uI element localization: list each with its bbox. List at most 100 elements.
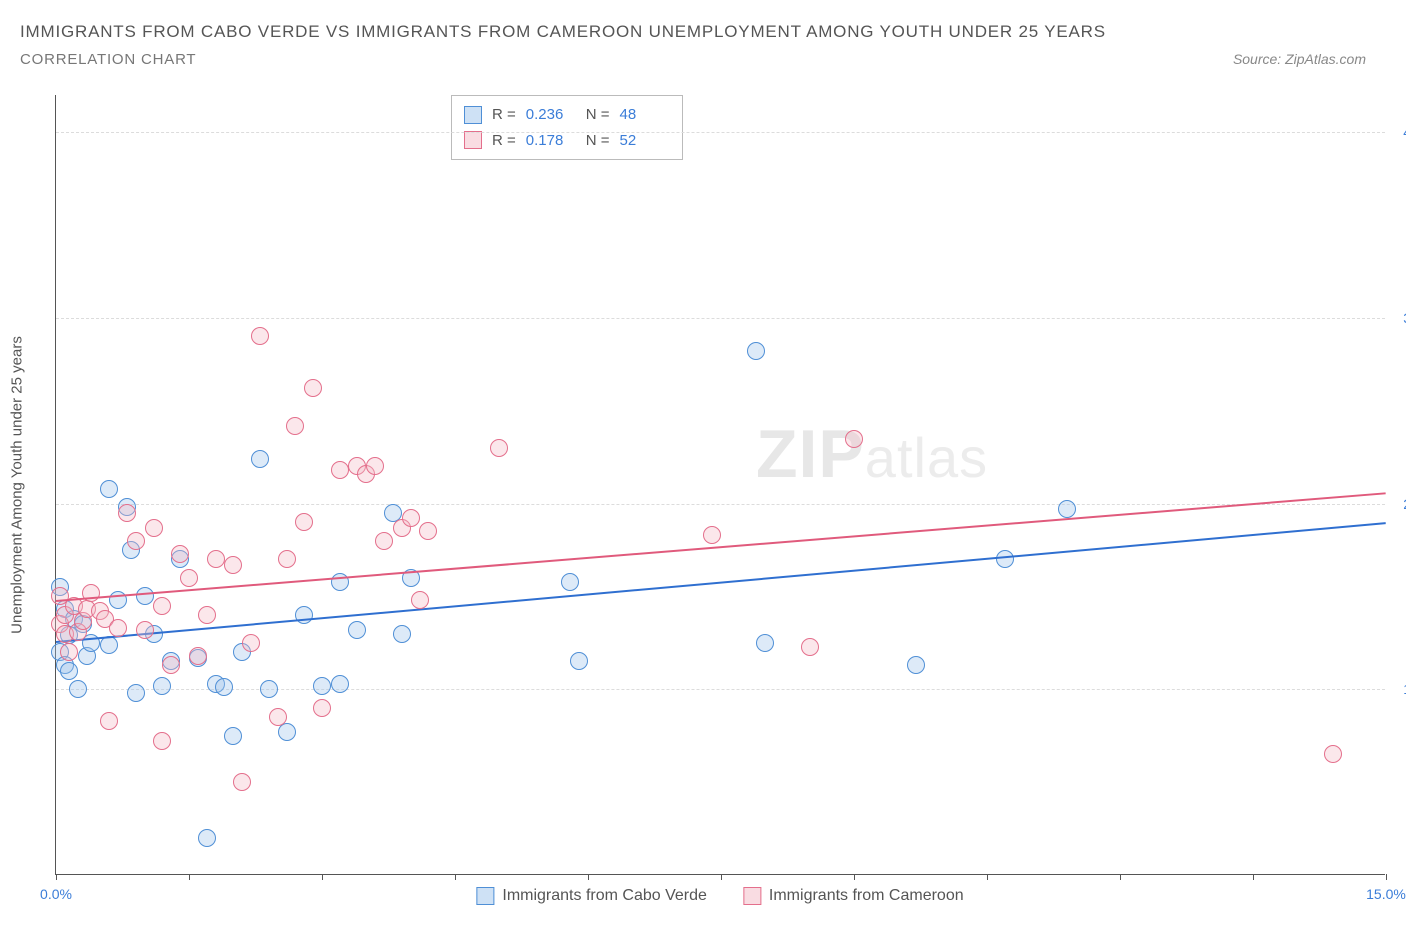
scatter-point (845, 430, 863, 448)
scatter-point (118, 504, 136, 522)
x-tick (1253, 874, 1254, 880)
stat-label: N = (586, 102, 610, 128)
stats-legend: R =0.236N =48R =0.178N =52 (451, 95, 683, 160)
scatter-point (60, 662, 78, 680)
x-tick (1120, 874, 1121, 880)
x-tick (455, 874, 456, 880)
scatter-point (1058, 500, 1076, 518)
bottom-legend: Immigrants from Cabo Verde Immigrants fro… (476, 887, 963, 905)
scatter-point (251, 450, 269, 468)
scatter-point (153, 677, 171, 695)
scatter-point (153, 597, 171, 615)
watermark: ZIPatlas (756, 415, 988, 493)
stat-label: R = (492, 102, 516, 128)
scatter-point (136, 621, 154, 639)
scatter-point (402, 509, 420, 527)
scatter-point (260, 680, 278, 698)
scatter-point (127, 532, 145, 550)
gridline (56, 132, 1385, 133)
legend-swatch (464, 131, 482, 149)
x-tick (588, 874, 589, 880)
scatter-point (286, 417, 304, 435)
legend-label: Immigrants from Cabo Verde (502, 887, 707, 905)
scatter-point (331, 461, 349, 479)
legend-swatch (464, 106, 482, 124)
x-tick (854, 874, 855, 880)
x-tick (721, 874, 722, 880)
scatter-point (136, 587, 154, 605)
scatter-point (747, 342, 765, 360)
gridline (56, 318, 1385, 319)
scatter-point (109, 619, 127, 637)
scatter-point (242, 634, 260, 652)
x-tick (56, 874, 57, 880)
chart-title: IMMIGRANTS FROM CABO VERDE VS IMMIGRANTS… (20, 18, 1386, 45)
x-tick (1386, 874, 1387, 880)
trend-line (56, 522, 1386, 643)
legend-item: Immigrants from Cameroon (743, 887, 964, 905)
scatter-point (224, 556, 242, 574)
scatter-point (570, 652, 588, 670)
scatter-point (100, 712, 118, 730)
stat-r-value: 0.236 (526, 102, 576, 128)
x-tick-label: 0.0% (40, 886, 72, 902)
scatter-point (907, 656, 925, 674)
x-tick (189, 874, 190, 880)
stats-legend-row: R = 0.236 N = 48 (464, 102, 670, 128)
scatter-point (145, 519, 163, 537)
chart-source: Source: ZipAtlas.com (1233, 51, 1366, 67)
scatter-point (756, 634, 774, 652)
scatter-point (348, 621, 366, 639)
scatter-point (215, 678, 233, 696)
watermark-text-b: atlas (865, 426, 988, 489)
legend-label: Immigrants from Cameroon (769, 887, 964, 905)
x-tick (987, 874, 988, 880)
scatter-point (313, 699, 331, 717)
legend-item: Immigrants from Cabo Verde (476, 887, 707, 905)
legend-swatch (743, 887, 761, 905)
plot-region: ZIPatlas R =0.236N =48R =0.178N =52 10.0… (55, 95, 1385, 875)
scatter-point (60, 643, 78, 661)
scatter-point (419, 522, 437, 540)
scatter-point (180, 569, 198, 587)
scatter-point (331, 573, 349, 591)
scatter-point (69, 680, 87, 698)
scatter-point (411, 591, 429, 609)
scatter-point (153, 732, 171, 750)
x-tick-label: 15.0% (1366, 886, 1406, 902)
scatter-point (189, 647, 207, 665)
scatter-point (162, 656, 180, 674)
scatter-point (224, 727, 242, 745)
scatter-point (375, 532, 393, 550)
scatter-point (233, 773, 251, 791)
scatter-point (251, 327, 269, 345)
watermark-text-a: ZIP (756, 416, 865, 492)
scatter-point (331, 675, 349, 693)
scatter-point (1324, 745, 1342, 763)
scatter-point (198, 829, 216, 847)
scatter-point (703, 526, 721, 544)
trend-line (56, 492, 1386, 602)
gridline (56, 689, 1385, 690)
chart-area: Unemployment Among Youth under 25 years … (55, 95, 1385, 875)
scatter-point (171, 545, 189, 563)
scatter-point (127, 684, 145, 702)
scatter-point (207, 550, 225, 568)
scatter-point (490, 439, 508, 457)
scatter-point (996, 550, 1014, 568)
scatter-point (366, 457, 384, 475)
scatter-point (269, 708, 287, 726)
scatter-point (801, 638, 819, 656)
scatter-point (295, 513, 313, 531)
scatter-point (278, 550, 296, 568)
legend-swatch (476, 887, 494, 905)
scatter-point (198, 606, 216, 624)
scatter-point (100, 480, 118, 498)
scatter-point (313, 677, 331, 695)
chart-subtitle: CORRELATION CHART (20, 51, 196, 68)
scatter-point (304, 379, 322, 397)
chart-header: IMMIGRANTS FROM CABO VERDE VS IMMIGRANTS… (0, 0, 1406, 68)
subtitle-row: CORRELATION CHART Source: ZipAtlas.com (20, 51, 1386, 68)
stat-n-value: 48 (620, 102, 670, 128)
x-tick (322, 874, 323, 880)
